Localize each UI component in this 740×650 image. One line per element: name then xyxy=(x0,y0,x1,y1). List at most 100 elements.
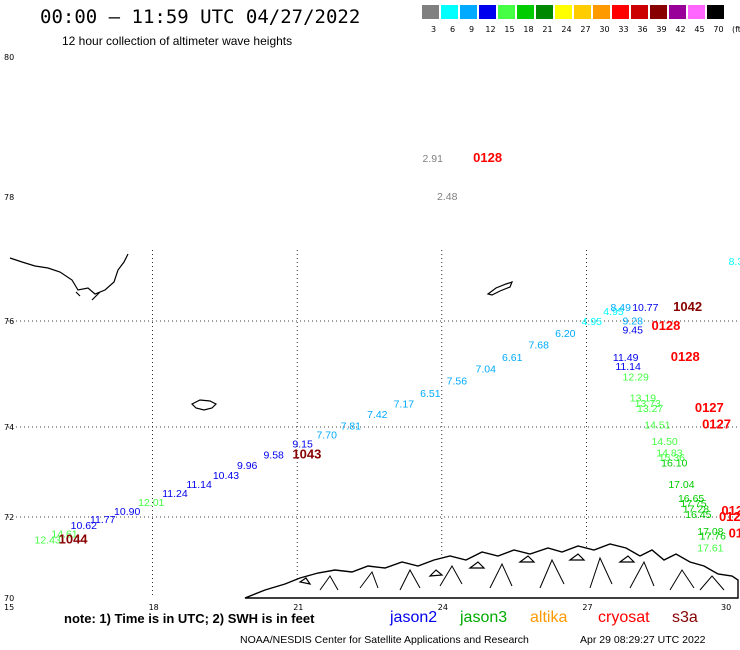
footer-note: note: 1) Time is in UTC; 2) SWH is in fe… xyxy=(64,611,315,626)
wave-height-value: 7.68 xyxy=(529,340,550,352)
pass-time-label: 0127 xyxy=(695,400,724,415)
wave-height-value: 2.91 xyxy=(423,153,444,165)
axis-labels: 15 18 21 24 27 30 70 72 74 76 78 80 xyxy=(4,53,731,612)
pass-time-label: 1044 xyxy=(59,531,89,546)
sat-cryosat-label: cryosat xyxy=(598,609,650,626)
wave-height-value: 9.45 xyxy=(623,325,644,337)
wave-height-value: 12.43 xyxy=(35,534,61,546)
lon-tick-label: 21 xyxy=(293,603,303,612)
wave-height-value: 7.17 xyxy=(394,398,415,410)
map-grid xyxy=(8,250,738,598)
legend-label: 12 xyxy=(485,25,496,34)
svalbard-coast xyxy=(9,253,129,301)
wave-height-value: 10.62 xyxy=(71,520,97,532)
wave-height-value: 14.83 xyxy=(656,447,682,459)
lat-tick-label: 76 xyxy=(4,317,14,326)
wave-height-value: 17.61 xyxy=(697,542,723,554)
legend-label: 6 xyxy=(449,25,456,34)
footer-timestamp: Apr 29 08:29:27 UTC 2022 xyxy=(580,634,706,646)
wave-height-value: 16.10 xyxy=(661,458,687,470)
wave-height-value: 11.49 xyxy=(613,352,639,364)
wave-height-value: 9.28 xyxy=(623,316,644,328)
wave-height-value: 17.08 xyxy=(697,526,723,538)
lon-tick-label: 30 xyxy=(721,603,731,612)
pass-time-label: 1042 xyxy=(673,299,702,314)
pass-time-label: 012 xyxy=(729,525,740,540)
wave-height-value: 13.73 xyxy=(635,398,661,410)
legend-swatch xyxy=(707,5,724,19)
pass-time-label: 1043 xyxy=(292,447,321,462)
wave-height-value: 2.48 xyxy=(437,191,458,203)
sat-s3a-label: s3a xyxy=(672,609,698,626)
legend-label: 30 xyxy=(599,25,610,34)
legend-swatch xyxy=(536,5,553,19)
lat-tick-label: 74 xyxy=(4,423,14,432)
wave-height-value: 12.29 xyxy=(623,371,649,383)
legend-swatch xyxy=(441,5,458,19)
legend-label: 24 xyxy=(561,25,572,34)
wave-height-value: 17.28 xyxy=(683,504,709,516)
wave-height-value: 16.45 xyxy=(685,509,711,521)
wave-height-value: 13.19 xyxy=(630,393,656,405)
legend-label: 15 xyxy=(504,25,515,34)
legend-label: 42 xyxy=(675,25,686,34)
wave-height-value: 14.51 xyxy=(644,419,670,431)
coastlines xyxy=(9,253,739,599)
pass-time-label: 0127 xyxy=(719,509,740,524)
wave-height-value: 6.51 xyxy=(420,388,441,400)
wave-height-value: 7.70 xyxy=(316,429,337,441)
wave-height-value: 16.65 xyxy=(678,493,704,505)
legend-label: 18 xyxy=(523,25,534,34)
wave-height-value: 8.49 xyxy=(611,302,632,314)
legend-swatch xyxy=(631,5,648,19)
wave-height-value: 6.20 xyxy=(555,328,576,340)
lat-tick-label: 78 xyxy=(4,193,14,202)
norway-islands xyxy=(298,553,636,585)
wave-height-value: 11.14 xyxy=(615,361,641,373)
bear-island xyxy=(190,399,218,411)
wave-height-value: 4.95 xyxy=(603,306,624,318)
legend-label: 27 xyxy=(580,25,591,34)
lat-tick-label: 80 xyxy=(4,53,14,62)
legend-swatch xyxy=(688,5,705,19)
wave-height-value: 11.24 xyxy=(162,488,188,500)
wave-height-value: 9.96 xyxy=(237,460,258,472)
legend-swatch xyxy=(650,5,667,19)
pass-time-label: 0127 xyxy=(702,416,731,431)
legend-label: 9 xyxy=(468,25,475,34)
wave-height-value: 10.90 xyxy=(114,506,140,518)
wave-height-value: 17.76 xyxy=(700,530,726,542)
sat-jason2-label: jason2 xyxy=(390,609,438,626)
wave-height-value: 11.77 xyxy=(90,514,116,526)
legend-swatch xyxy=(479,5,496,19)
legend-unit: (ft) xyxy=(731,25,740,34)
wave-height-value: 9.15 xyxy=(292,438,313,450)
norway-fjords xyxy=(319,556,725,591)
wave-height-value: 11.14 xyxy=(186,479,212,491)
legend-swatch xyxy=(669,5,686,19)
wave-height-value: 17.04 xyxy=(668,479,694,491)
legend-label: 70 xyxy=(713,25,724,34)
legend-swatch xyxy=(574,5,591,19)
legend-label: 39 xyxy=(656,25,667,34)
wave-height-value: 7.04 xyxy=(476,363,497,375)
wave-height-value: 4.95 xyxy=(582,316,603,328)
wave-height-value: 13.27 xyxy=(637,403,663,415)
sat-altika-label: altika xyxy=(530,609,568,626)
legend-swatch xyxy=(460,5,477,19)
page-title: 00:00 – 11:59 UTC 04/27/2022 xyxy=(40,6,361,28)
legend-label: 45 xyxy=(694,25,705,34)
lon-tick-label: 27 xyxy=(582,603,592,612)
observations-layer: 12.4314.6110.6211.7710.9012.0111.2411.14… xyxy=(35,153,740,554)
legend-swatch xyxy=(422,5,439,19)
legend-label: 33 xyxy=(618,25,629,34)
wave-height-value: 10.43 xyxy=(213,470,239,482)
lon-tick-label: 15 xyxy=(4,603,14,612)
wave-height-value: 7.81 xyxy=(341,420,362,432)
legend-swatch xyxy=(612,5,629,19)
wave-height-value: 7.56 xyxy=(447,376,468,388)
legend-swatch xyxy=(498,5,515,19)
wave-height-value: 9.58 xyxy=(263,450,284,462)
wave-height-value: 7.42 xyxy=(367,409,388,421)
